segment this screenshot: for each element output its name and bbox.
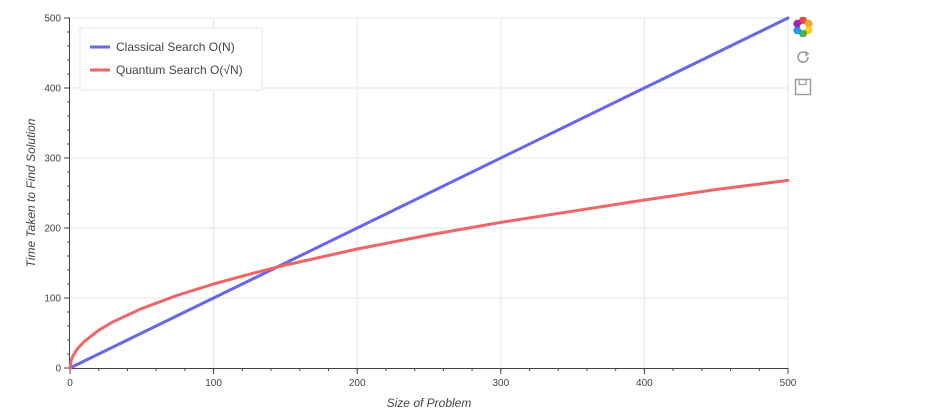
y-tick-label: 300: [44, 154, 61, 165]
y-tick-label: 0: [55, 364, 61, 375]
axes: 0 100 200 300 400 500 0 100 200 300 400 500: [44, 14, 796, 390]
bokeh-logo-icon[interactable]: [792, 16, 814, 38]
x-tick-label: 0: [67, 378, 73, 389]
x-tick-label: 100: [205, 378, 222, 389]
x-tick-label: 200: [349, 378, 366, 389]
series-line-quantum: [68, 178, 790, 370]
legend-label-quantum: Quantum Search O(√N): [116, 63, 243, 77]
x-axis-title: Size of Problem: [387, 396, 472, 410]
toolbar: [792, 16, 816, 106]
series-group: [68, 16, 790, 370]
reset-icon[interactable]: [792, 46, 814, 68]
legend-box: [79, 27, 263, 91]
y-tick-label: 400: [44, 84, 61, 95]
series-line-classical: [68, 16, 790, 370]
save-icon[interactable]: [792, 76, 814, 98]
y-tick-label: 500: [44, 14, 61, 25]
y-axis-title: Time Taken to Find Solution: [24, 118, 38, 267]
y-tick-label: 100: [44, 294, 61, 305]
x-tick-label: 300: [492, 378, 509, 389]
y-tick-label: 200: [44, 224, 61, 235]
legend: Classical Search O(N) Quantum Search O(√…: [79, 27, 263, 91]
legend-label-classical: Classical Search O(N): [116, 40, 235, 54]
x-tick-label: 400: [636, 378, 653, 389]
x-tick-label: 500: [780, 378, 797, 389]
